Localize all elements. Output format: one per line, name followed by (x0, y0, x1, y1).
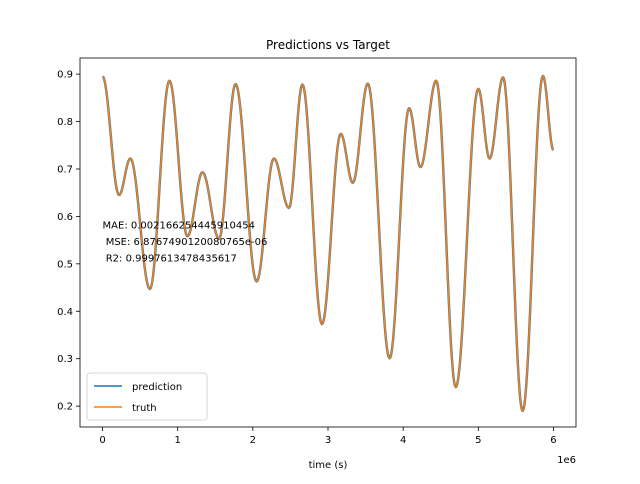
legend: prediction truth (86, 372, 208, 421)
x-axis-ticks: 0 1 2 3 4 5 6 (99, 427, 557, 446)
x-axis-scale-label: 1e6 (557, 455, 576, 466)
legend-label-truth: truth (132, 403, 157, 414)
y-tick-label: 0.9 (57, 70, 73, 81)
y-axis-ticks: 0.2 0.3 0.4 0.5 0.6 0.7 0.8 0.9 (57, 70, 80, 413)
y-tick-label: 0.3 (57, 354, 73, 365)
series-line-truth (102, 75, 554, 412)
series-layer (101, 74, 555, 413)
legend-box (86, 372, 208, 421)
y-tick-label: 0.6 (57, 212, 73, 223)
x-tick-label: 3 (325, 435, 331, 446)
metrics-annotation: MAE: 0.002166254445910454 MSE: 6.8767490… (103, 220, 268, 264)
x-tick-label: 6 (550, 435, 556, 446)
y-tick-label: 0.4 (57, 307, 73, 318)
x-axis-label: time (s) (309, 460, 348, 471)
axes-frame (79, 57, 577, 428)
annotation-mae: MAE: 0.002166254445910454 (103, 220, 255, 231)
y-tick-label: 0.2 (57, 402, 73, 413)
y-tick-label: 0.5 (57, 259, 73, 270)
x-tick-label: 1 (175, 435, 181, 446)
chart-title: Predictions vs Target (266, 38, 390, 52)
x-tick-label: 2 (250, 435, 256, 446)
x-tick-label: 0 (99, 435, 105, 446)
annotation-mse: MSE: 6.8767490120080765e-06 (103, 237, 268, 248)
x-tick-label: 4 (400, 435, 406, 446)
legend-label-prediction: prediction (132, 382, 182, 393)
y-tick-label: 0.7 (57, 164, 73, 175)
y-tick-label: 0.8 (57, 117, 73, 128)
x-tick-label: 5 (475, 435, 481, 446)
annotation-r2: R2: 0.9997613478435617 (103, 253, 237, 264)
